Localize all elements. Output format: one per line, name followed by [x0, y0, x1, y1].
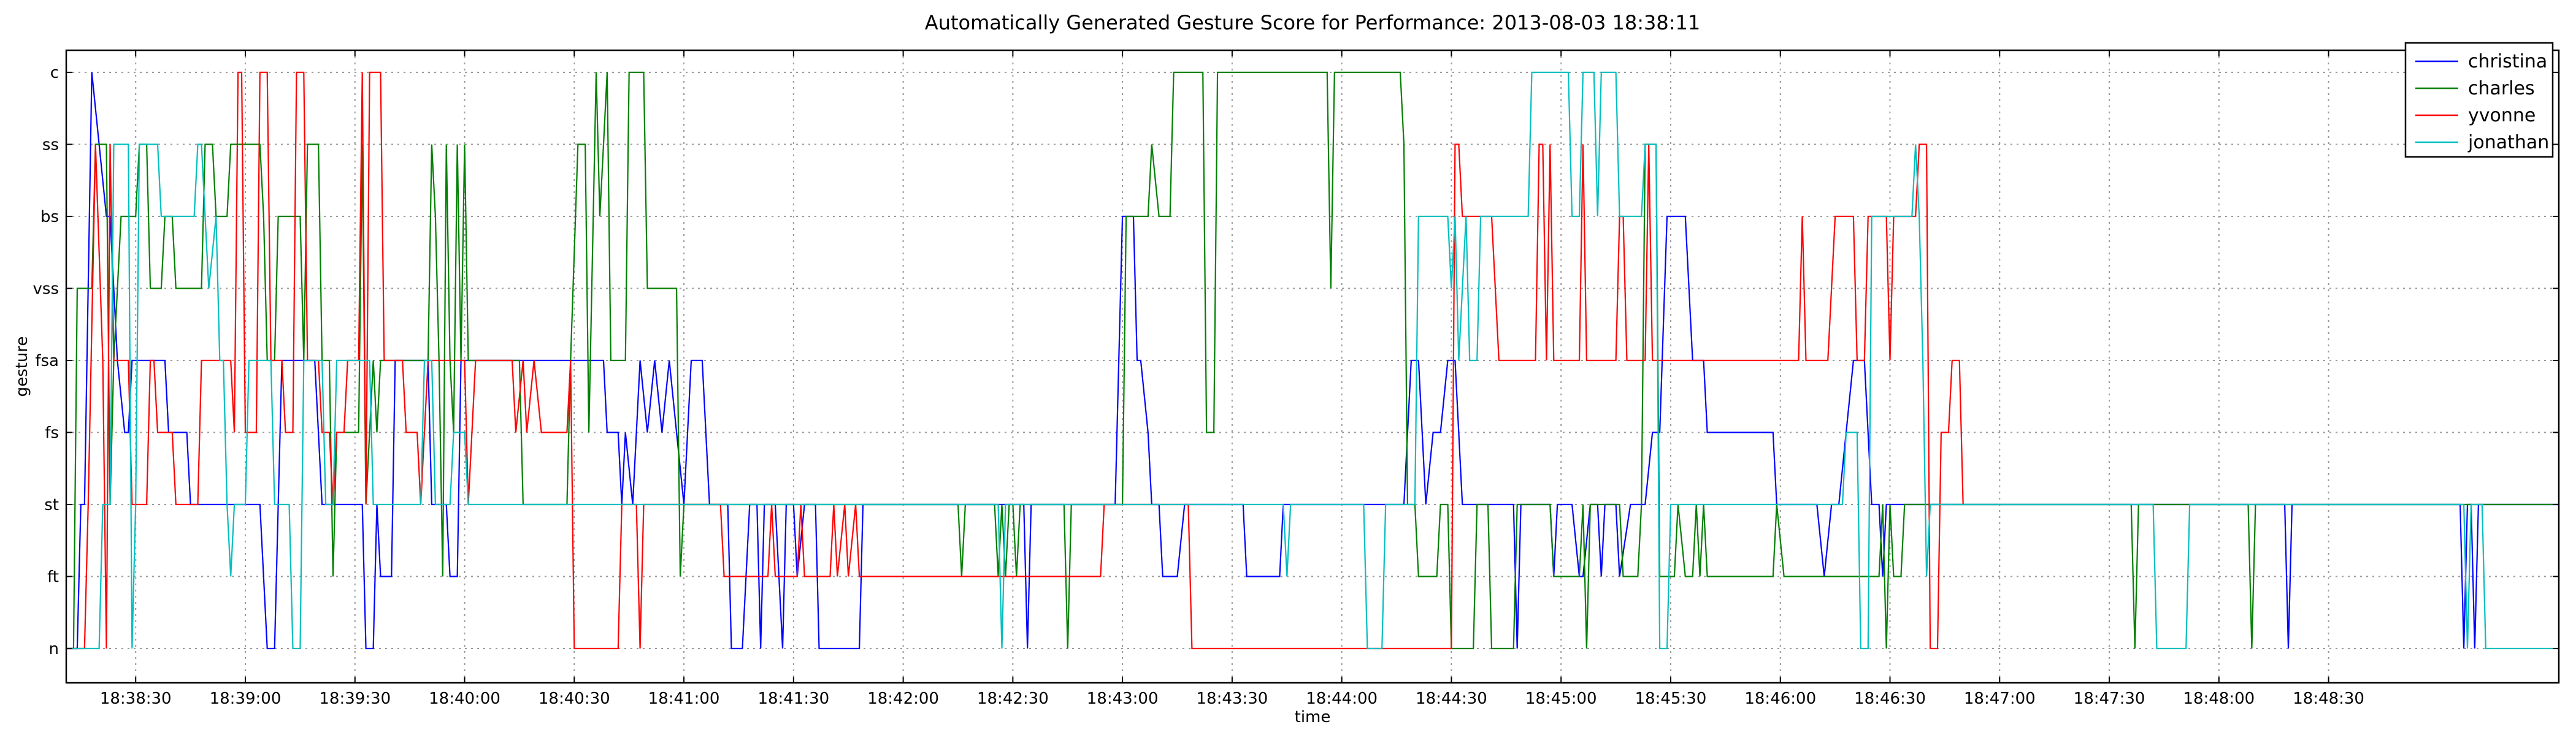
x-tick-label: 18:43:00 [1087, 690, 1159, 708]
x-tick-label: 18:41:00 [648, 690, 720, 708]
x-tick-label: 18:45:30 [1635, 690, 1707, 708]
x-tick-label: 18:39:30 [319, 690, 391, 708]
y-tick-label: n [49, 640, 59, 658]
legend: christina charles yvonne jonathan [2404, 42, 2554, 158]
y-tick-label: ss [42, 136, 59, 154]
legend-label-yvonne: yvonne [2468, 105, 2536, 126]
y-tick-label: st [44, 496, 59, 514]
x-tick-label: 18:41:30 [757, 690, 829, 708]
legend-label-jonathan: jonathan [2467, 132, 2549, 153]
y-tick-label: ft [47, 568, 59, 587]
series-line-jonathan [66, 71, 2559, 650]
series-lines [66, 71, 2559, 650]
y-tick-label: vss [33, 280, 59, 299]
x-tick-label: 18:44:00 [1306, 690, 1378, 708]
x-tick-label: 18:42:30 [977, 690, 1049, 708]
x-tick-label: 18:45:00 [1525, 690, 1597, 708]
y-tick-label: fs [45, 424, 59, 443]
x-tick-label: 18:47:00 [1964, 690, 2036, 708]
x-tick-label: 18:46:00 [1744, 690, 1816, 708]
y-tick-label: fsa [35, 352, 59, 370]
legend-label-christina: christina [2468, 51, 2547, 72]
grid-lines [66, 50, 2559, 683]
chart-title: Automatically Generated Gesture Score fo… [925, 11, 1700, 34]
x-tick-label: 18:48:00 [2183, 690, 2255, 708]
x-tick-label: 18:40:30 [539, 690, 610, 708]
x-tick-label: 18:42:00 [867, 690, 939, 708]
x-tick-label: 18:40:00 [429, 690, 500, 708]
legend-label-charles: charles [2468, 78, 2535, 99]
x-tick-label: 18:47:30 [2074, 690, 2145, 708]
plot-frame [65, 49, 2560, 684]
x-tick-label: 18:43:30 [1197, 690, 1268, 708]
x-tick-label: 18:44:30 [1416, 690, 1487, 708]
x-tick-label: 18:46:30 [1854, 690, 1926, 708]
y-tick-label: bs [40, 208, 59, 226]
axes: n ft st fs fsa vss bs ss c 18:38:30 18:39:00 18:39:… [33, 50, 2559, 708]
x-tick-label: 18:38:30 [100, 690, 172, 708]
x-tick-label: 18:48:30 [2293, 690, 2364, 708]
x-tick-label: 18:39:00 [210, 690, 282, 708]
y-axis-title: gesture [13, 337, 31, 397]
y-tick-label: c [50, 64, 59, 82]
x-axis-title: time [1295, 708, 1331, 726]
